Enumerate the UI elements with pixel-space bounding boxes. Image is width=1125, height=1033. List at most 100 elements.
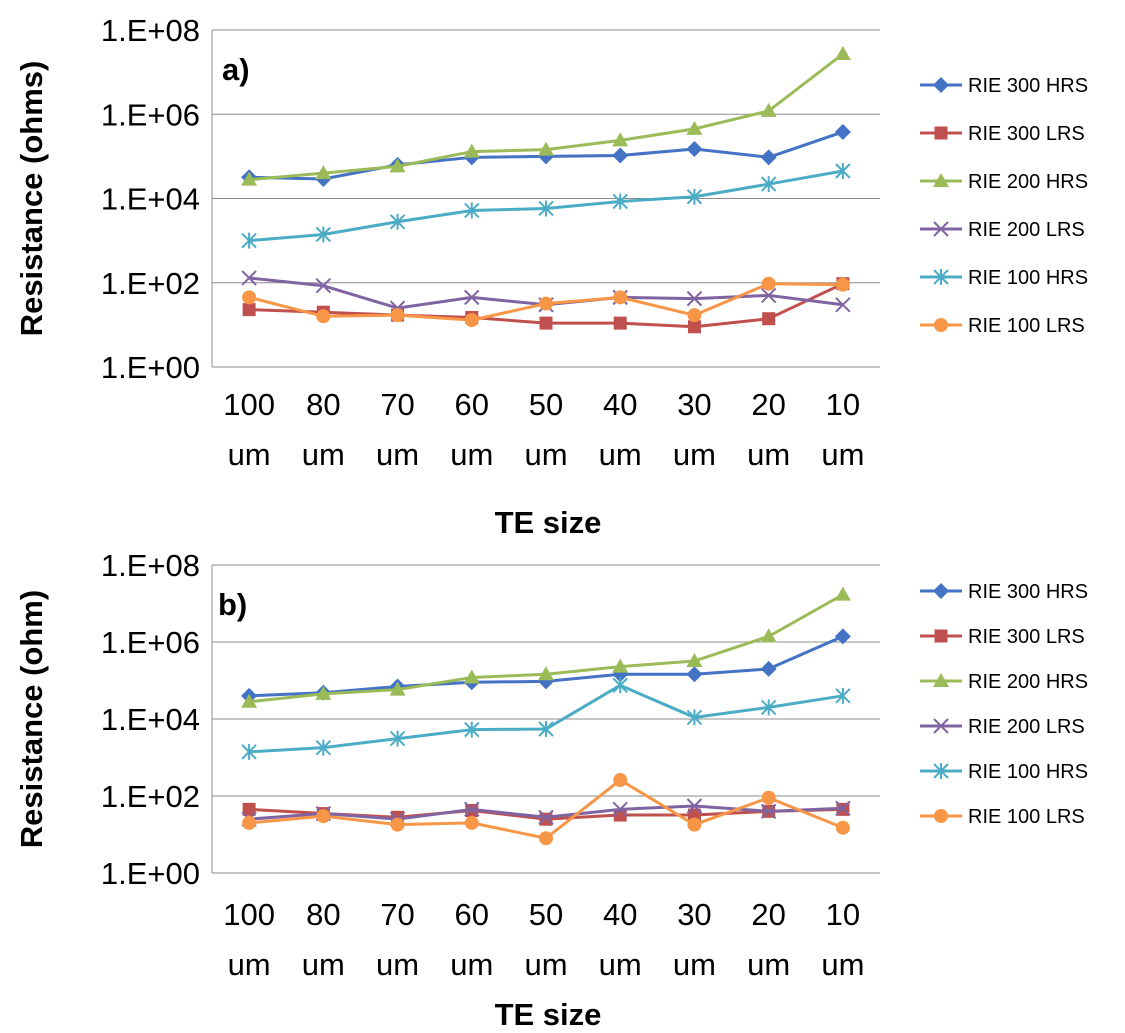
data-point <box>315 685 332 700</box>
data-point <box>760 699 777 716</box>
data-point <box>686 290 703 307</box>
data-point <box>834 628 851 645</box>
x-tick-unit: um <box>524 437 567 472</box>
data-point <box>315 226 332 243</box>
legend-item-rie-100-lrs: RIE 100 LRS <box>920 806 1085 828</box>
x-tick-label: 60 <box>455 387 489 422</box>
data-point <box>463 143 480 158</box>
x-tick-unit: um <box>747 437 790 472</box>
y-tick-label: 1.E+08 <box>101 548 200 583</box>
series-rie-100-lrs <box>242 773 850 846</box>
chart-panel-b: 1.E+00 1.E+02 1.E+04 1.E+06 1.E+08 100 um 80 um 7… <box>14 548 1088 1032</box>
data-point <box>612 677 628 694</box>
legend-marker <box>934 126 948 140</box>
series-rie-100-lrs <box>242 276 850 328</box>
x-tick-label: 30 <box>677 387 711 422</box>
data-point <box>539 296 553 311</box>
data-point <box>760 803 777 820</box>
y-tick-label: 1.E+00 <box>101 856 200 891</box>
data-point <box>613 290 628 305</box>
data-point <box>612 147 629 164</box>
x-tick-label: 10 <box>826 897 860 932</box>
data-point <box>835 162 851 179</box>
legend-label: RIE 100 LRS <box>968 806 1085 828</box>
y-tick-label: 1.E+06 <box>101 97 200 132</box>
data-point <box>834 45 851 60</box>
data-point <box>389 213 406 230</box>
data-point <box>464 313 479 328</box>
data-point <box>761 790 776 805</box>
x-tick-unit: um <box>599 947 642 982</box>
legend-label: RIE 200 LRS <box>968 716 1085 738</box>
data-point <box>835 820 850 835</box>
legend-item-rie-100-hrs: RIE 100 HRS <box>920 267 1088 289</box>
data-point <box>539 316 553 330</box>
x-tick-label: 20 <box>751 387 785 422</box>
data-point <box>241 232 257 249</box>
data-point <box>760 176 777 193</box>
data-point <box>760 149 777 166</box>
legend-label: RIE 300 HRS <box>968 75 1088 97</box>
x-tick-label: 80 <box>306 387 340 422</box>
data-point <box>242 290 257 305</box>
legend-marker <box>934 629 948 643</box>
y-axis-title: Resistance (ohm) <box>14 590 49 848</box>
data-point <box>538 666 554 681</box>
x-tick-label: 70 <box>380 387 414 422</box>
data-point <box>612 658 629 673</box>
data-point <box>389 158 406 173</box>
data-point <box>686 798 703 814</box>
data-point <box>835 277 850 292</box>
y-tick-label: 1.E+04 <box>101 182 200 217</box>
x-axis-title: TE size <box>495 505 602 540</box>
legend-item-rie-300-lrs: RIE 300 LRS <box>920 626 1085 648</box>
legend-marker <box>934 809 948 823</box>
legend-label: RIE 200 HRS <box>968 671 1088 693</box>
legend-label: RIE 200 LRS <box>968 219 1085 241</box>
x-tick-unit: um <box>450 947 493 982</box>
data-point <box>760 628 777 643</box>
y-tick-label: 1.E+04 <box>101 702 200 737</box>
data-point <box>762 312 776 326</box>
x-tick-label: 100 <box>223 387 275 422</box>
legend-label: RIE 100 LRS <box>968 315 1085 337</box>
x-tick-label: 50 <box>529 387 563 422</box>
data-point <box>315 278 332 294</box>
data-point <box>315 165 332 180</box>
data-point <box>389 681 406 696</box>
data-point <box>389 730 406 747</box>
data-point <box>760 102 777 117</box>
data-point <box>539 831 553 846</box>
x-tick-label: 40 <box>603 897 637 932</box>
data-point <box>538 141 554 156</box>
legend-marker <box>933 221 949 237</box>
legend-label: RIE 300 HRS <box>968 581 1088 603</box>
chart-panel-a: 1.E+00 1.E+02 1.E+04 1.E+06 1.E+08 100 um 80 um 7… <box>14 13 1088 540</box>
data-point <box>242 303 256 317</box>
data-point <box>538 200 554 217</box>
data-point <box>687 817 702 832</box>
y-tick-label: 1.E+08 <box>101 13 200 48</box>
x-tick-unit: um <box>302 437 345 472</box>
x-tick-label: 40 <box>603 387 637 422</box>
data-point <box>464 721 480 738</box>
data-point <box>316 809 331 824</box>
data-point <box>464 801 480 818</box>
data-point <box>687 308 702 323</box>
data-point <box>315 739 332 756</box>
legend-item-rie-200-lrs: RIE 200 LRS <box>920 716 1085 738</box>
x-tick-label: 10 <box>826 387 860 422</box>
data-point <box>390 817 405 832</box>
legend-marker <box>933 173 949 187</box>
data-point <box>464 289 480 306</box>
data-point <box>241 270 257 286</box>
data-point <box>390 308 405 323</box>
panel-label: a) <box>222 52 250 87</box>
data-point <box>687 320 701 334</box>
data-point <box>316 309 331 324</box>
legend-item-rie-200-hrs: RIE 200 HRS <box>920 171 1088 193</box>
x-tick-unit: um <box>524 947 567 982</box>
data-point <box>834 586 851 601</box>
data-point <box>687 808 701 822</box>
data-point <box>835 297 851 313</box>
